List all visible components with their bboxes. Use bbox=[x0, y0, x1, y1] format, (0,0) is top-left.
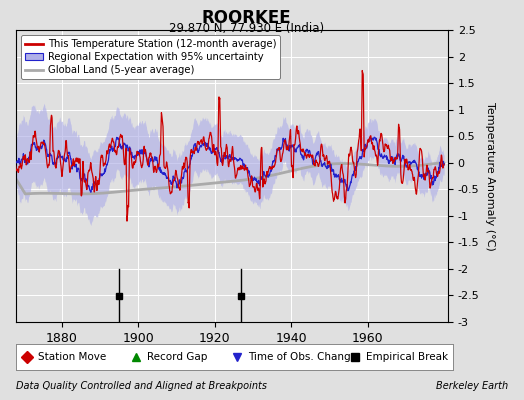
Text: Station Move: Station Move bbox=[38, 352, 106, 362]
Y-axis label: Temperature Anomaly (°C): Temperature Anomaly (°C) bbox=[485, 102, 495, 250]
Text: Time of Obs. Change: Time of Obs. Change bbox=[248, 352, 357, 362]
Text: Empirical Break: Empirical Break bbox=[366, 352, 448, 362]
Legend: This Temperature Station (12-month average), Regional Expectation with 95% uncer: This Temperature Station (12-month avera… bbox=[21, 35, 280, 79]
Text: ROORKEE: ROORKEE bbox=[201, 9, 291, 27]
Text: 29.870 N, 77.930 E (India): 29.870 N, 77.930 E (India) bbox=[169, 22, 324, 35]
Text: Record Gap: Record Gap bbox=[147, 352, 208, 362]
Text: Berkeley Earth: Berkeley Earth bbox=[436, 381, 508, 391]
Text: Data Quality Controlled and Aligned at Breakpoints: Data Quality Controlled and Aligned at B… bbox=[16, 381, 267, 391]
